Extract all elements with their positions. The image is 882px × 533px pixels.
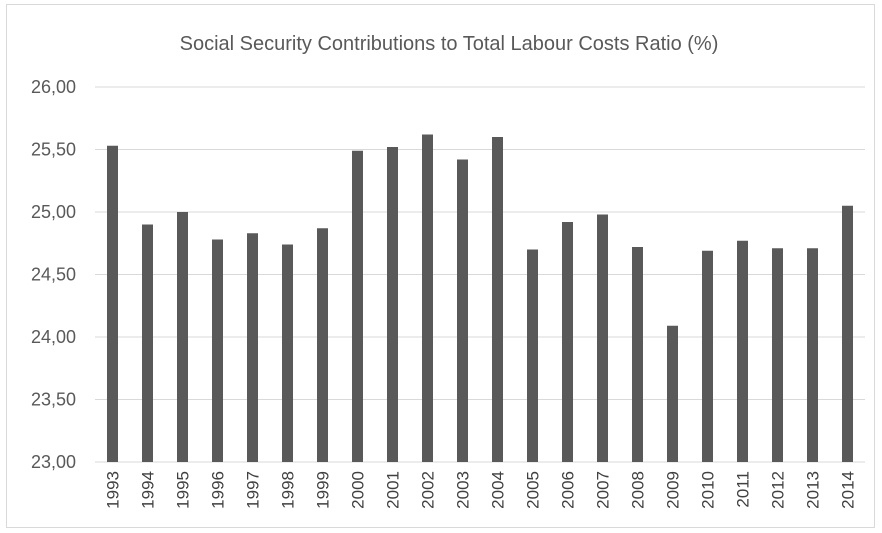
x-tick-label: 1997 (244, 471, 263, 509)
bars (107, 134, 853, 462)
bar-2013 (807, 248, 818, 462)
bar-2009 (667, 325, 678, 462)
y-tick-label: 26,00 (31, 77, 76, 97)
x-tick-label: 1999 (314, 471, 333, 509)
x-tick-label: 2007 (594, 471, 613, 509)
y-tick-label: 25,00 (31, 202, 76, 222)
x-tick-label: 2014 (839, 471, 858, 509)
bar-1996 (212, 239, 223, 462)
y-tick-label: 23,50 (31, 390, 76, 410)
x-tick-label: 1994 (139, 471, 158, 509)
x-tick-label: 1996 (209, 471, 228, 509)
x-tick-label: 2012 (769, 471, 788, 509)
x-tick-label: 1995 (174, 471, 193, 509)
x-tick-label: 1993 (104, 471, 123, 509)
bar-1999 (317, 228, 328, 462)
bar-2008 (632, 247, 643, 462)
x-tick-label: 2008 (629, 471, 648, 509)
bar-2007 (597, 214, 608, 462)
x-tick-label: 2000 (349, 471, 368, 509)
y-axis-ticks: 23,00 23,50 24,00 24,50 25,00 25,50 26,00 (31, 77, 76, 472)
bar-1993 (107, 145, 118, 462)
y-tick-label: 24,50 (31, 265, 76, 285)
bar-2006 (562, 222, 573, 462)
bar-2004 (492, 137, 503, 462)
x-tick-label: 2001 (384, 471, 403, 509)
x-tick-label: 2006 (559, 471, 578, 509)
bar-2014 (842, 205, 853, 462)
bar-1994 (142, 224, 153, 462)
chart-title: Social Security Contributions to Total L… (180, 33, 719, 55)
bar-2000 (352, 150, 363, 462)
bar-2002 (422, 134, 433, 462)
x-tick-label: 2009 (664, 471, 683, 509)
bar-2012 (772, 248, 783, 462)
bar-2005 (527, 249, 538, 462)
bar-2011 (737, 240, 748, 462)
bar-2003 (457, 159, 468, 462)
x-tick-label: 2010 (699, 471, 718, 509)
y-tick-label: 24,00 (31, 327, 76, 347)
x-axis-ticks: 1993 1994 1995 1996 1997 1998 1999 2000 2001 2002… (104, 471, 858, 509)
x-tick-label: 2004 (489, 471, 508, 509)
x-tick-label: 2011 (734, 471, 753, 508)
bar-1998 (282, 244, 293, 462)
x-tick-label: 2002 (419, 471, 438, 509)
bar-2010 (702, 250, 713, 462)
x-tick-label: 1998 (279, 471, 298, 509)
bar-1995 (177, 212, 188, 462)
bar-1997 (247, 233, 258, 462)
x-tick-label: 2003 (454, 471, 473, 509)
y-tick-label: 25,50 (31, 140, 76, 160)
bar-2001 (387, 147, 398, 462)
y-tick-label: 23,00 (31, 452, 76, 472)
gridlines (95, 86, 865, 463)
x-tick-label: 2005 (524, 471, 543, 509)
x-tick-label: 2013 (804, 471, 823, 509)
